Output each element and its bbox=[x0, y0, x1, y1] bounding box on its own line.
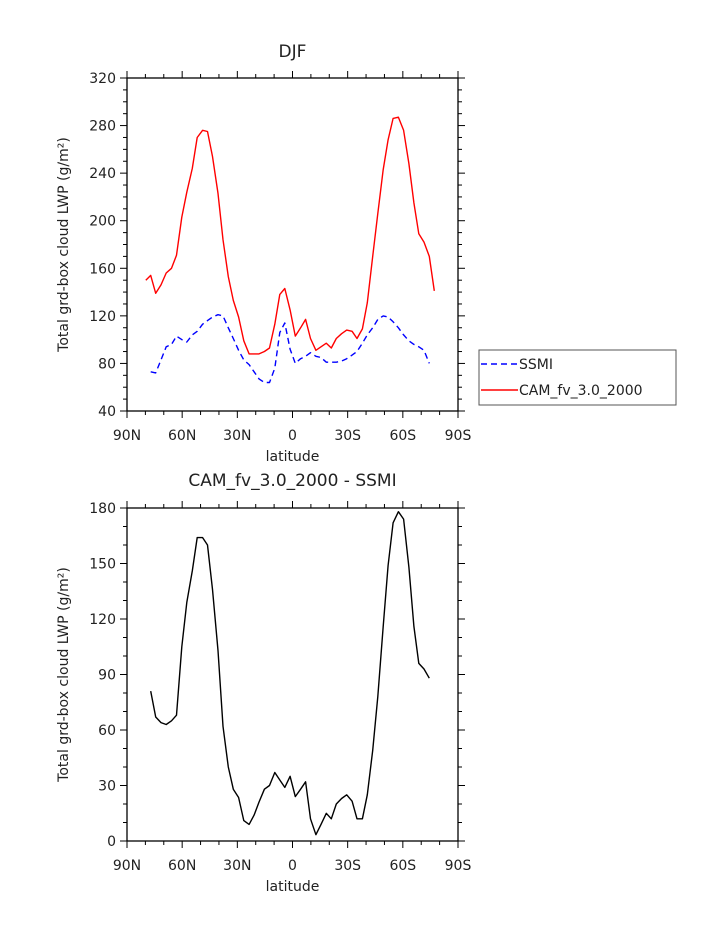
plot-panel-0 bbox=[120, 71, 465, 418]
chart-title: DJF bbox=[279, 42, 307, 62]
y-tick-label: 30 bbox=[98, 779, 116, 795]
x-tick-label: 0 bbox=[288, 858, 297, 874]
y-tick-label: 120 bbox=[89, 309, 116, 325]
y-tick-label: 80 bbox=[98, 356, 116, 372]
y-tick-label: 0 bbox=[107, 834, 116, 850]
x-tick-label: 90N bbox=[113, 428, 141, 444]
series-line-ssmi bbox=[150, 314, 430, 384]
y-axis-label: Total grd-box cloud LWP (g/m²) bbox=[56, 137, 72, 353]
x-tick-label: 0 bbox=[288, 428, 297, 444]
legend bbox=[478, 349, 677, 406]
y-axis-label: Total grd-box cloud LWP (g/m²) bbox=[56, 567, 72, 783]
x-tick-label: 60N bbox=[168, 858, 196, 874]
x-axis-label: latitude bbox=[266, 879, 320, 895]
x-tick-label: 30S bbox=[334, 428, 361, 444]
y-tick-label: 90 bbox=[98, 668, 116, 684]
legend-box bbox=[478, 349, 677, 406]
legend-label: CAM_fv_3.0_2000 bbox=[519, 383, 643, 399]
x-tick-label: 60S bbox=[389, 428, 416, 444]
y-tick-label: 120 bbox=[89, 612, 116, 628]
y-tick-label: 240 bbox=[89, 166, 116, 182]
x-tick-label: 30N bbox=[223, 428, 251, 444]
y-tick-label: 150 bbox=[89, 557, 116, 573]
x-tick-label: 90N bbox=[113, 858, 141, 874]
plot-frame bbox=[126, 77, 459, 412]
x-tick-label: 60S bbox=[389, 858, 416, 874]
x-tick-label: 60N bbox=[168, 428, 196, 444]
chart-title: CAM_fv_3.0_2000 - SSMI bbox=[188, 471, 396, 491]
y-tick-label: 320 bbox=[89, 71, 116, 87]
y-tick-label: 60 bbox=[98, 723, 116, 739]
series-line-cam-fv-3-0-2000 bbox=[145, 116, 435, 355]
x-axis-label: latitude bbox=[266, 449, 320, 465]
x-tick-label: 90S bbox=[445, 858, 472, 874]
y-tick-label: 180 bbox=[89, 501, 116, 517]
x-tick-label: 90S bbox=[445, 428, 472, 444]
y-tick-label: 200 bbox=[89, 214, 116, 230]
y-tick-label: 280 bbox=[89, 119, 116, 135]
y-tick-label: 40 bbox=[98, 404, 116, 420]
x-tick-label: 30S bbox=[334, 858, 361, 874]
x-tick-label: 30N bbox=[223, 858, 251, 874]
series-line-difference bbox=[150, 511, 430, 836]
legend-label: SSMI bbox=[519, 357, 553, 373]
y-tick-label: 160 bbox=[89, 261, 116, 277]
plot-panel-1 bbox=[120, 501, 465, 848]
